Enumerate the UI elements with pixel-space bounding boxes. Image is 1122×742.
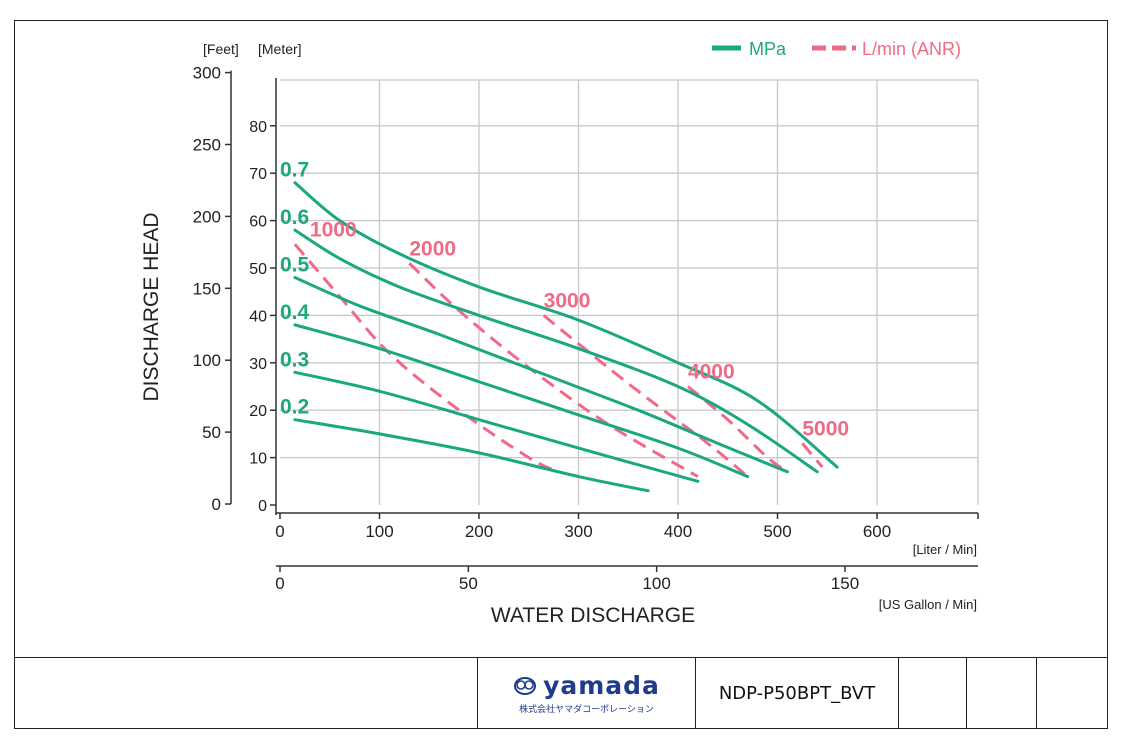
mpa-label: 0.5 [280,253,310,276]
feet-tick-label: 50 [202,423,221,442]
mpa-label: 0.6 [280,206,309,229]
air-curve-3000 [542,314,749,478]
legend-air-label: L/min (ANR) [862,39,961,59]
air-label: 3000 [544,289,591,312]
feet-tick-label: 0 [212,495,221,514]
title-block: yamada 株式会社ヤマダコーポレーション NDP-P50BPT_BVT [14,657,1108,729]
meter-tick-label: 0 [258,498,267,515]
meter-tick-label: 30 [249,356,267,373]
air-label: 2000 [409,237,456,260]
meter-tick-label: 70 [249,166,267,183]
meter-tick-label: 60 [249,214,267,231]
series [293,181,839,493]
meter-tick-label: 50 [249,261,267,278]
feet-tick-label: 150 [193,279,221,298]
mpa-curve-0-2 [293,418,650,493]
mpa-curve-0-7 [293,181,839,469]
meter-tick-label: 20 [249,403,267,420]
logo-wordmark: yamada [543,671,660,700]
liter-tick-label: 200 [465,522,493,541]
series-labels: 0.7 0.6 0.5 0.4 0.3 0.2 1000 2000 3000 4000 5000 [280,159,849,441]
mpa-curve-0-3 [293,370,700,483]
gallon-tick-label: 0 [275,574,284,593]
grid [280,79,979,505]
model-number: NDP-P50BPT_BVT [695,658,898,728]
liter-tick-label: 600 [863,522,891,541]
chart-frame [14,20,1108,729]
gallon-tick-label: 150 [831,574,859,593]
x-axis-title: WATER DISCHARGE [491,604,695,627]
liter-units-label: [Liter / Min] [913,542,977,557]
feet-tick-label: 200 [193,207,221,226]
liter-tick-label: 100 [365,522,393,541]
empty-cell-3 [1036,658,1108,728]
mpa-curve-0-6 [293,228,819,474]
meter-units-label: [Meter] [258,41,302,57]
feet-tick-label: 300 [193,64,221,83]
liter-tick-label: 500 [763,522,791,541]
meter-tick-label: 80 [249,119,267,136]
air-label: 1000 [310,218,357,241]
feet-units-label: [Feet] [203,41,239,57]
liter-tick-label: 400 [664,522,692,541]
mpa-label: 0.2 [280,396,309,419]
logo-company-name: 株式会社ヤマダコーポレーション [519,705,654,715]
meter-tick-label: 10 [249,451,267,468]
air-curve-1000 [293,243,560,474]
gallon-tick-label: 50 [459,574,478,593]
feet-tick-label: 250 [193,136,221,155]
gallon-tick-label: 100 [642,574,670,593]
mpa-label: 0.4 [280,301,310,324]
yamada-logo-icon [514,676,537,695]
air-label: 5000 [802,417,849,440]
mpa-curve-0-5 [293,275,789,474]
legend-mpa-label: MPa [749,39,787,59]
mpa-label: 0.3 [280,348,309,371]
air-label: 4000 [688,361,735,384]
liter-tick-label: 0 [275,522,284,541]
mpa-curve-0-4 [293,323,750,479]
y-axis-title: DISCHARGE HEAD [140,212,163,401]
mpa-label: 0.7 [280,159,309,182]
gallon-units-label: [US Gallon / Min] [879,597,977,612]
liter-tick-label: 300 [564,522,592,541]
air-curve-5000 [801,442,824,469]
empty-cell-1 [898,658,966,728]
meter-tick-label: 40 [249,308,267,325]
feet-tick-label: 100 [193,351,221,370]
logo-cell: yamada 株式会社ヤマダコーポレーション [477,658,695,728]
empty-cell-2 [966,658,1036,728]
